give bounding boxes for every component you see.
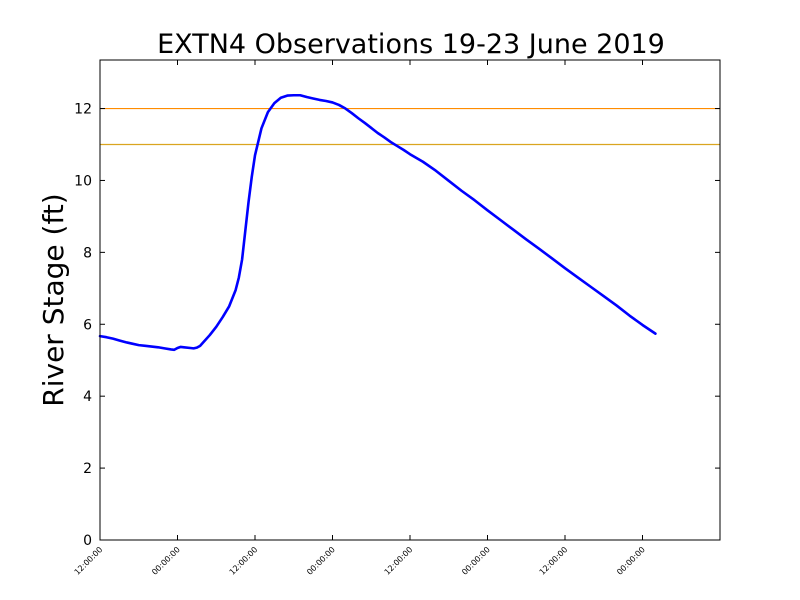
chart-title: EXTN4 Observations 19-23 June 2019: [157, 29, 665, 60]
plot-frame: [99, 59, 721, 541]
series-line-0: [98, 93, 657, 352]
y-tick-label: 4: [83, 389, 92, 405]
y-tick-label: 12: [74, 102, 92, 118]
y-tick-label: 10: [74, 173, 92, 189]
y-tick-label: 8: [83, 245, 92, 261]
y-tick-label: 2: [83, 461, 92, 477]
y-tick-label: 6: [83, 317, 92, 333]
y-tick-label: 0: [83, 533, 92, 549]
y-axis-label: River Stage (ft): [37, 193, 70, 406]
